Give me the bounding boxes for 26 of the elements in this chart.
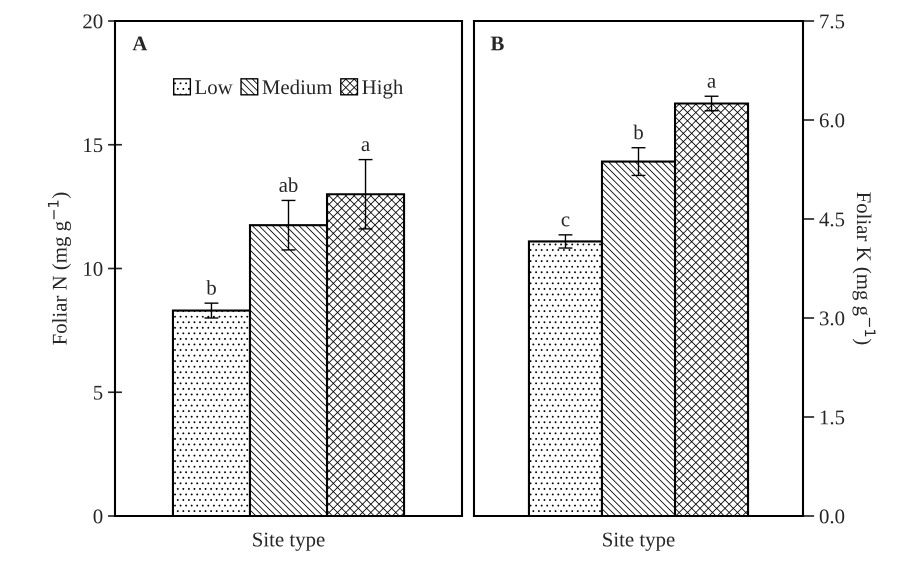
data-label: b — [206, 280, 216, 295]
annotation: B — [490, 36, 504, 50]
y-axis-title: Foliar N (mg g$^{−1}$) — [48, 192, 72, 345]
data-label: a — [362, 141, 370, 152]
y-tick-label: 0.0 — [820, 509, 844, 524]
annotation: A — [132, 36, 148, 50]
x-axis-title: Site type — [253, 532, 325, 551]
y-tick-label: 20 — [83, 14, 102, 28]
x-axis-title: Site type — [603, 532, 675, 551]
y-tick-label: 3.0 — [820, 311, 844, 326]
y-tick-label: 15 — [84, 138, 102, 152]
legend-label: Low — [195, 80, 233, 94]
y-tick-label: 7.5 — [820, 14, 844, 29]
y-tick-label: 0 — [94, 509, 102, 524]
y-tick-label: 10 — [84, 262, 102, 276]
legend-label: High — [362, 80, 404, 99]
y-tick-label: 1.5 — [820, 410, 844, 425]
y-tick-label: 4.5 — [819, 212, 844, 227]
y-tick-label: 5 — [94, 386, 102, 400]
data-label: ab — [279, 177, 298, 192]
data-label: a — [708, 78, 716, 88]
legend-label: Medium — [262, 80, 332, 94]
y-axis-title: Foliar K (mg g$^{−1}$) — [852, 192, 876, 344]
data-label: c — [562, 216, 570, 226]
y-tick-label: 6.0 — [820, 113, 844, 128]
data-label: b — [633, 124, 643, 140]
